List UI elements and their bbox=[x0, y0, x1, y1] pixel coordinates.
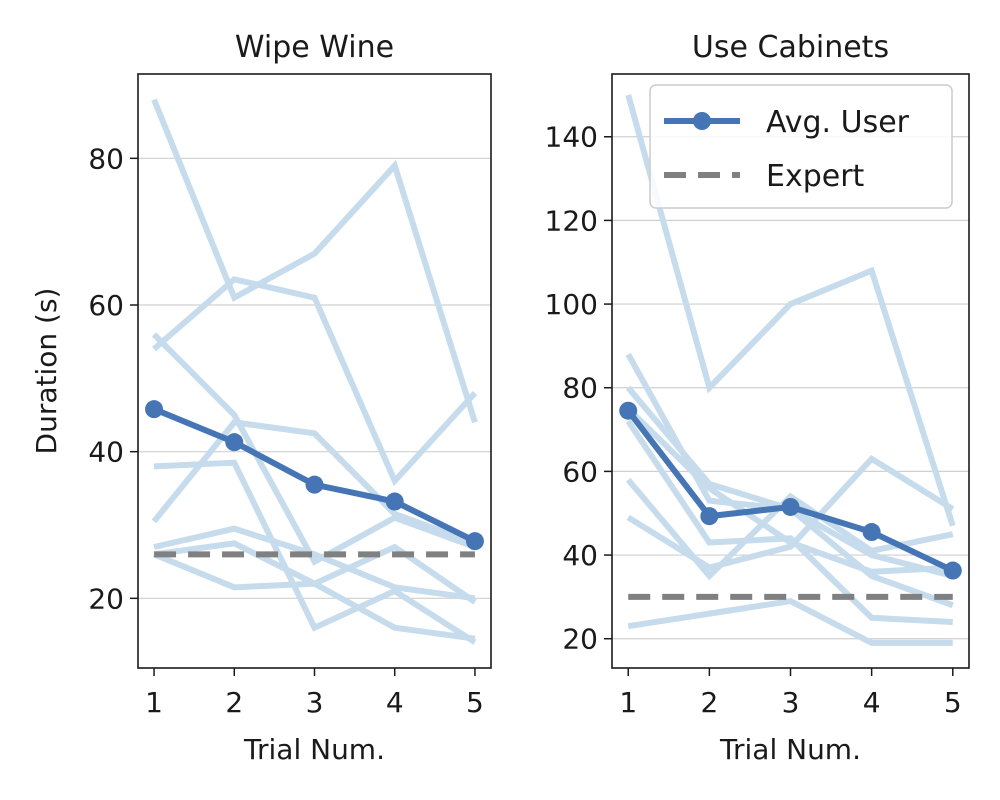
y-tick-label: 40 bbox=[88, 436, 124, 469]
x-tick-label: 1 bbox=[145, 686, 163, 719]
avg-user-line bbox=[152, 406, 477, 544]
avg-user-point bbox=[305, 475, 324, 494]
x-tick-label: 2 bbox=[225, 686, 243, 719]
panel-title: Wipe Wine bbox=[235, 30, 394, 65]
panel-use-cabinets: 20 40 60 80 100 120 140 1 2 3 4 5 Use Cabinets Trial … bbox=[545, 30, 970, 766]
y-tick-label: 60 bbox=[562, 455, 598, 488]
y-tick-label: 100 bbox=[545, 288, 598, 321]
x-tick-label: 5 bbox=[466, 686, 484, 719]
user-trial-line bbox=[625, 94, 956, 527]
user-trial-line bbox=[151, 332, 476, 566]
avg-user-point bbox=[619, 401, 638, 420]
user-trial-line bbox=[626, 454, 955, 571]
avg-user-point bbox=[943, 561, 962, 580]
plot-frame bbox=[611, 73, 970, 669]
avg-user-point bbox=[145, 400, 164, 419]
user-trial-line bbox=[152, 551, 476, 642]
x-tick-label: 5 bbox=[944, 686, 962, 719]
user-trial-line bbox=[627, 597, 953, 646]
user-trial-line bbox=[152, 276, 478, 487]
user-trial-line bbox=[153, 525, 476, 602]
y-tick-label: 40 bbox=[562, 539, 598, 572]
y-axis-label: Duration (s) bbox=[30, 288, 63, 455]
y-tick-label: 80 bbox=[562, 372, 598, 405]
y-tick-label: 20 bbox=[88, 582, 124, 615]
y-tick-label: 20 bbox=[562, 623, 598, 656]
user-trial-line bbox=[153, 459, 477, 645]
user-trial-line bbox=[151, 98, 478, 424]
y-tick-label: 140 bbox=[545, 121, 598, 154]
panel-wipe-wine: 20 40 60 80 1 2 3 4 5 Wipe Wine Trial Num. Duration… bbox=[30, 30, 492, 766]
x-tick-label: 4 bbox=[386, 686, 404, 719]
avg-user-point bbox=[781, 497, 800, 516]
avg-user-point bbox=[385, 492, 404, 511]
legend-avg-label: Avg. User bbox=[766, 105, 910, 140]
avg-user-point bbox=[862, 523, 881, 542]
x-axis-label: Trial Num. bbox=[243, 733, 385, 766]
x-tick-label: 2 bbox=[700, 686, 718, 719]
x-tick-label: 3 bbox=[782, 686, 800, 719]
legend-avg-marker bbox=[693, 112, 711, 130]
avg-user-point bbox=[700, 507, 719, 526]
plot-frame bbox=[137, 73, 492, 669]
y-tick-label: 80 bbox=[88, 142, 124, 175]
x-tick-label: 4 bbox=[863, 686, 881, 719]
user-trial-line bbox=[625, 419, 953, 625]
x-tick-label: 3 bbox=[306, 686, 324, 719]
panel-title: Use Cabinets bbox=[692, 30, 889, 65]
x-tick-label: 1 bbox=[619, 686, 637, 719]
y-tick-label: 120 bbox=[545, 204, 598, 237]
avg-user-point bbox=[225, 433, 244, 452]
user-trial-line bbox=[151, 419, 476, 547]
legend-expert-label: Expert bbox=[766, 159, 865, 194]
avg-user-point bbox=[465, 532, 484, 551]
x-axis-label: Trial Num. bbox=[719, 733, 861, 766]
y-tick-label: 60 bbox=[88, 289, 124, 322]
legend: Avg. User Expert bbox=[649, 84, 953, 209]
legend-box bbox=[649, 84, 953, 209]
